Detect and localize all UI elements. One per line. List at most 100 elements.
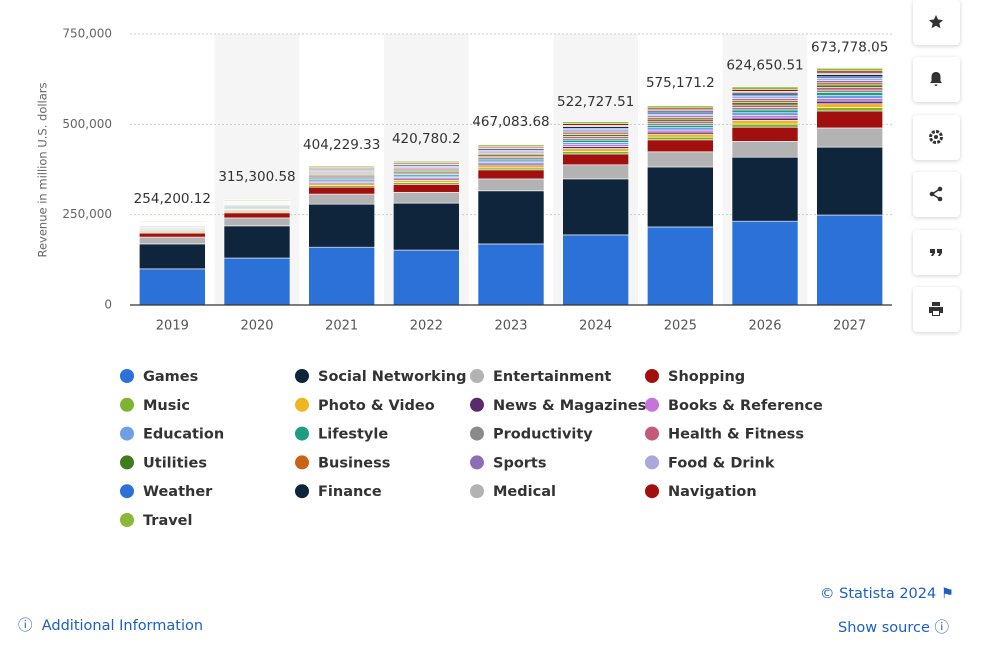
legend-marker [645, 397, 659, 412]
settings-button[interactable] [913, 115, 960, 160]
legend-marker [645, 455, 659, 470]
additional-info-link[interactable]: ⓘ Additional Information [18, 618, 204, 634]
legend-label: Food & Drink [668, 455, 775, 471]
bar-segment [308, 193, 375, 205]
bar-segment [731, 112, 799, 116]
bar-segment [731, 86, 799, 90]
x-tick-label: 2022 [410, 319, 443, 334]
bar-segment [816, 98, 883, 102]
bar-segment [393, 180, 460, 183]
legend-marker [120, 513, 134, 527]
share-button[interactable] [913, 172, 960, 217]
legend-marker [295, 369, 309, 383]
bar-segment [816, 87, 883, 91]
bar-segment [393, 160, 460, 163]
bar-segment [562, 142, 629, 145]
bar-segment [647, 136, 714, 141]
total-label: 404,229.33 [303, 137, 380, 153]
legend-marker [470, 426, 484, 441]
legend-label: Medical [493, 484, 556, 500]
total-label: 522,727.51 [557, 94, 634, 110]
bar-segment [223, 257, 291, 306]
bar-segment [647, 166, 714, 228]
bar-segment [223, 199, 291, 201]
bar-segment [308, 246, 375, 306]
copyright[interactable]: © Statista 2024 ⚑ [820, 586, 954, 602]
bar-segment [647, 127, 714, 131]
bar-segment [731, 156, 799, 222]
legend-label: Utilities [143, 455, 207, 471]
bar-segment [731, 89, 799, 92]
bar-segment [647, 105, 714, 109]
legend-label: Education [143, 427, 224, 443]
x-tick-label: 2027 [833, 319, 866, 334]
bar-segment [731, 123, 799, 128]
bar-segment [393, 249, 460, 306]
legend-label: Social Networking [318, 369, 467, 385]
bar-segment [731, 107, 799, 111]
x-tick-label: 2021 [325, 319, 358, 334]
legend-label: Photo & Video [318, 398, 435, 414]
bar-segment [816, 74, 883, 78]
bar-segment [816, 78, 883, 81]
legend-marker [295, 397, 309, 412]
bar-segment [562, 148, 629, 152]
print-button[interactable] [913, 287, 960, 332]
additional-info-text: Additional Information [41, 618, 204, 634]
legend-label: Lifestyle [318, 427, 388, 443]
copyright-text: © Statista 2024 [820, 586, 937, 602]
favorite-button[interactable] [913, 0, 960, 45]
bar-segment [731, 120, 799, 125]
x-tick-label: 2023 [494, 319, 527, 334]
legend-marker [470, 484, 484, 499]
bar-segment [816, 89, 883, 93]
bar-segment [308, 186, 375, 195]
bar-segment [816, 100, 883, 105]
legend-label: Entertainment [493, 369, 611, 385]
legend-marker [120, 397, 134, 412]
bar-segment [816, 82, 883, 86]
bar-segment [562, 178, 629, 236]
show-source-text: Show source [838, 620, 930, 636]
x-tick-label: 2026 [748, 319, 781, 334]
x-tick-label: 2020 [240, 319, 273, 334]
bar-segment [647, 151, 714, 168]
bar-segment [647, 124, 714, 128]
bar-segment [477, 190, 545, 245]
bar-segment [816, 146, 883, 216]
bar-segment [223, 212, 291, 219]
notification-button[interactable] [913, 57, 960, 102]
bar-segment [139, 220, 206, 223]
total-label: 254,200.12 [134, 191, 211, 207]
legend-label: Health & Fitness [668, 427, 804, 443]
bar-segment [477, 243, 545, 306]
bar-segment [139, 243, 206, 270]
show-source-link[interactable]: Show source ⓘ [838, 620, 949, 636]
legend-marker [295, 426, 309, 441]
total-label: 315,300.58 [218, 169, 295, 185]
bar-segment [647, 129, 714, 133]
bar-segment [731, 92, 799, 96]
y-tick-label: 250,000 [62, 207, 112, 221]
bar-segment [562, 139, 629, 143]
legend-label: Weather [143, 484, 213, 500]
bar-segment [562, 151, 629, 155]
legend-label: Navigation [668, 484, 757, 500]
bar-segment [223, 217, 291, 227]
bar-segment [816, 103, 883, 108]
bar-segment [477, 144, 545, 147]
y-tick-label: 0 [104, 298, 112, 312]
legend-label: Productivity [493, 427, 593, 443]
bar-segment [562, 234, 629, 306]
bar-segment [393, 202, 460, 251]
cite-button[interactable] [913, 230, 960, 275]
legend-label: Business [318, 455, 390, 471]
bar-segment [647, 226, 714, 306]
bar-segment [477, 169, 545, 180]
bar-segment [731, 104, 799, 108]
legend-label: Books & Reference [668, 398, 823, 414]
y-axis-title: Revenue in million U.S. dollars [36, 82, 50, 257]
bar-segment [647, 122, 714, 126]
legend-marker [470, 455, 484, 470]
bar-segment [308, 165, 375, 168]
